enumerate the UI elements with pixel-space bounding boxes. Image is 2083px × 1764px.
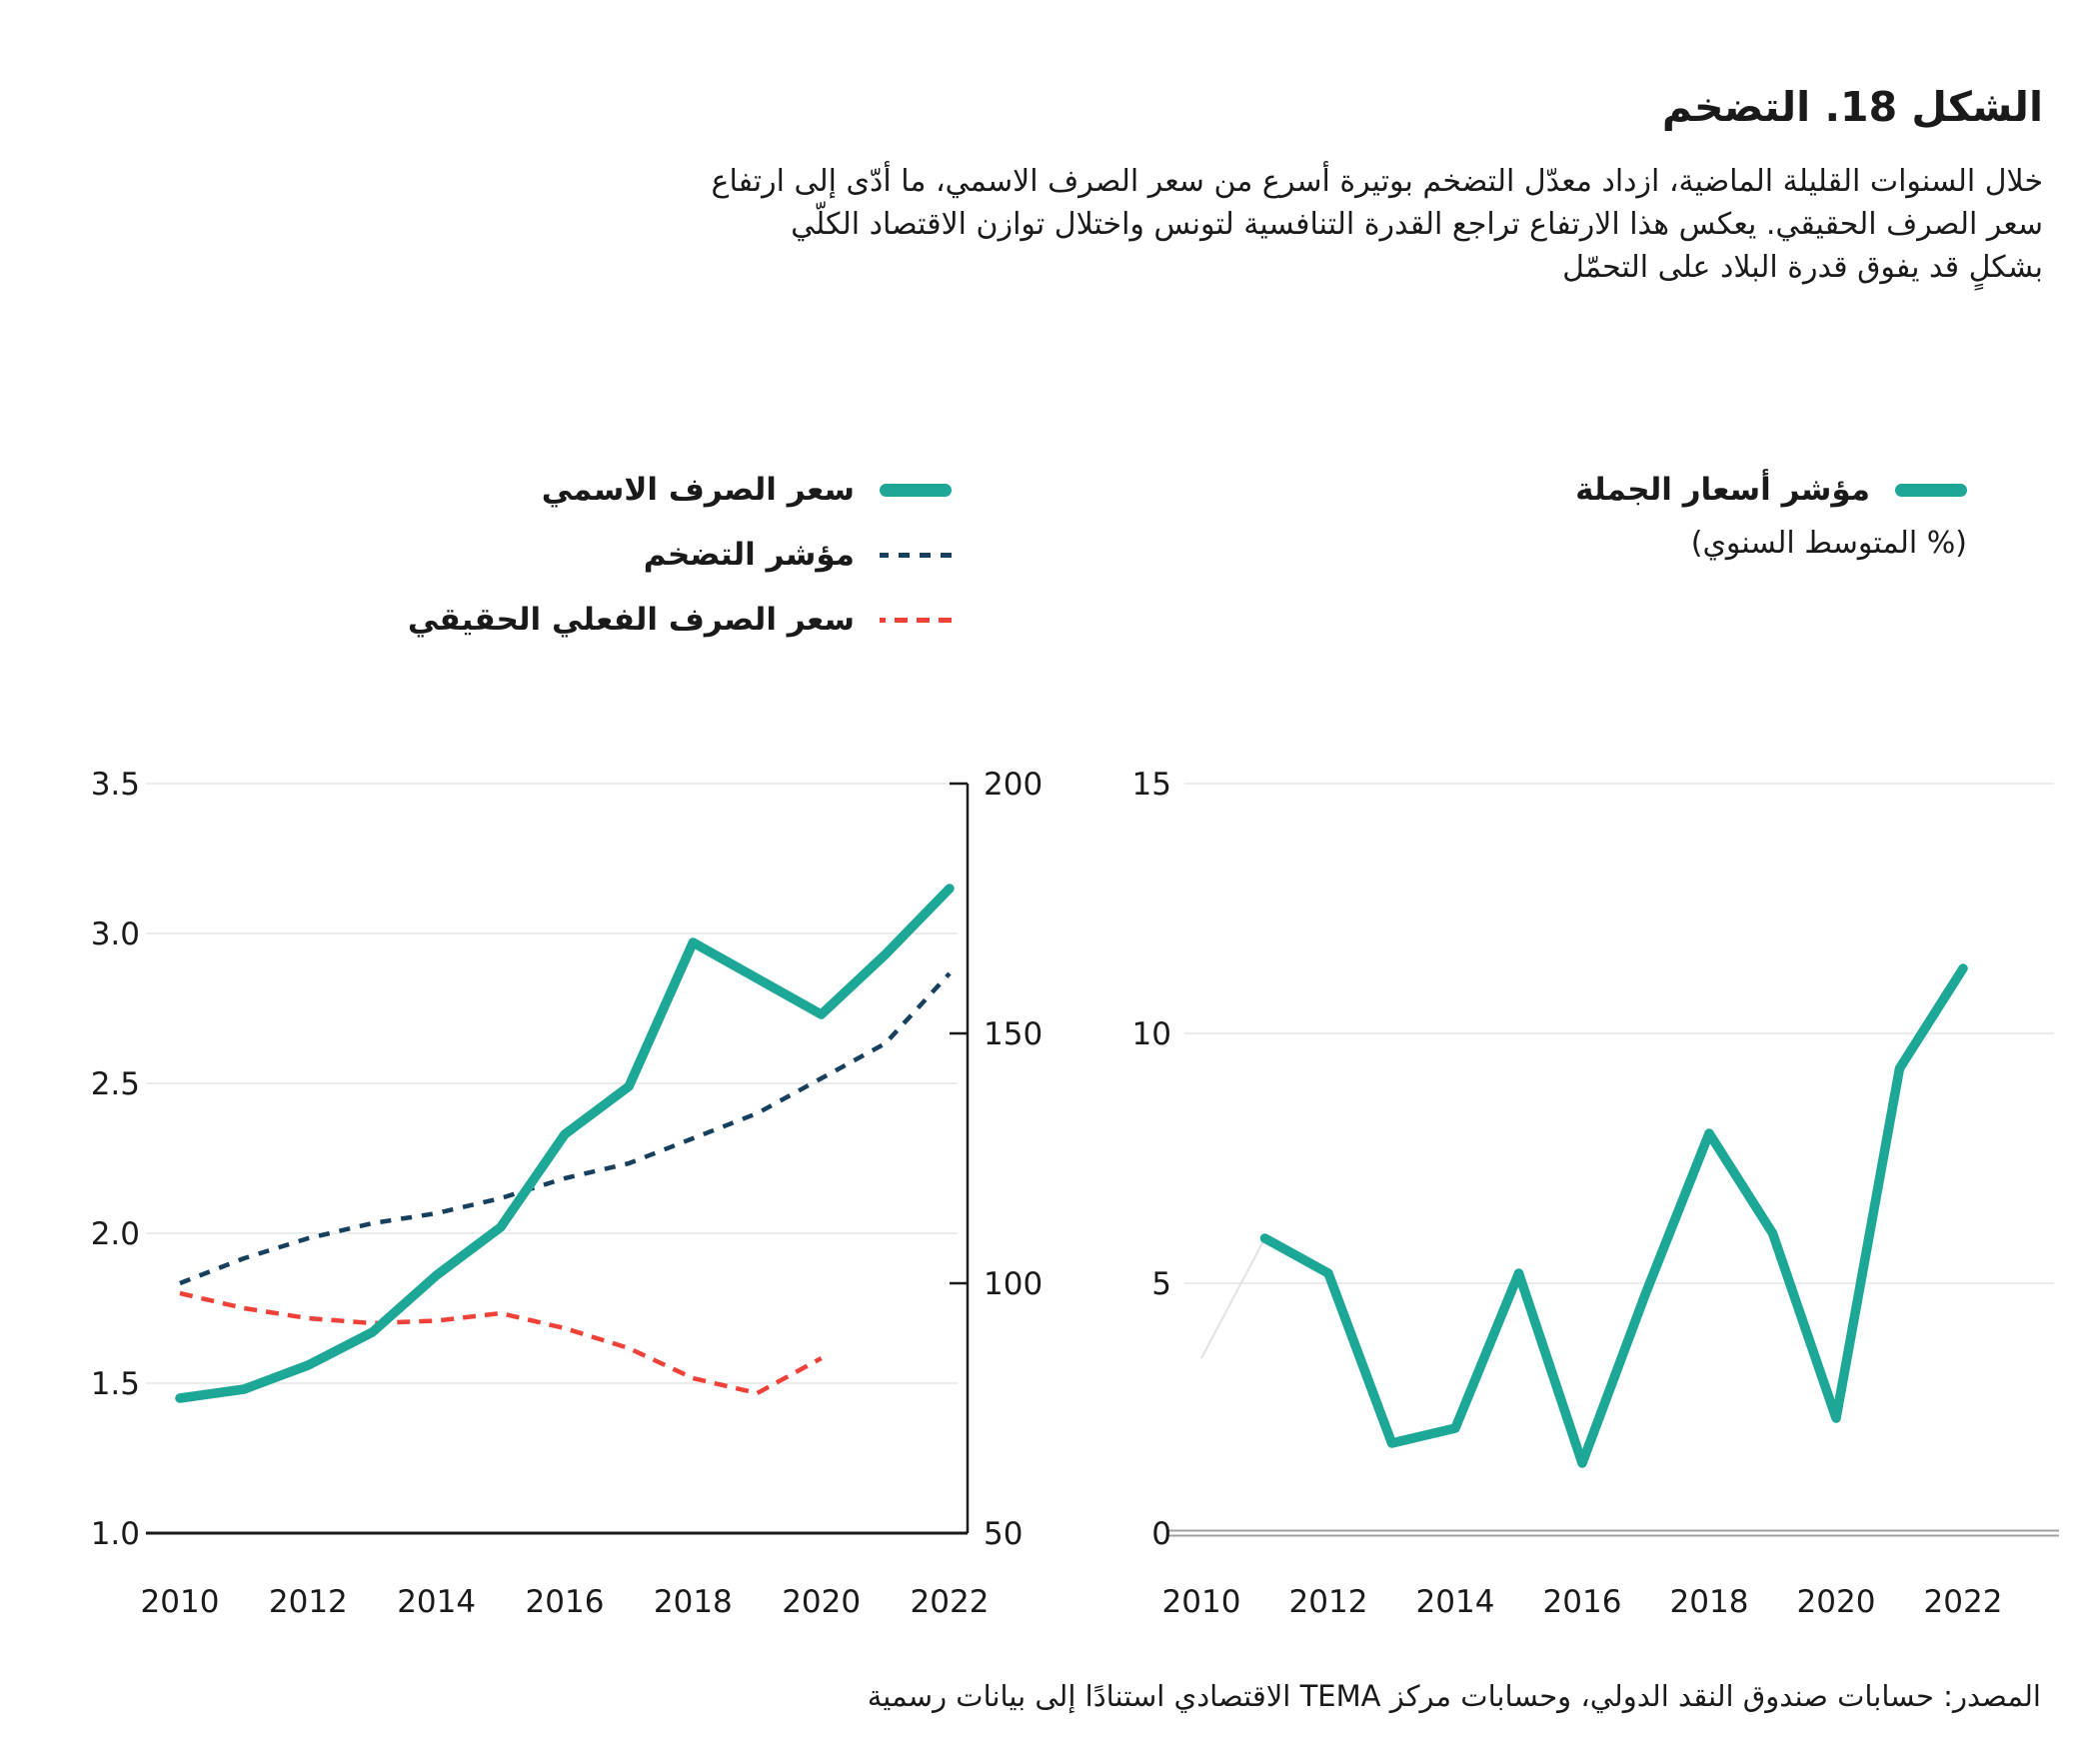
description-line: خلال السنوات القليلة الماضية، ازداد معدّ…	[711, 164, 2043, 199]
x-axis-tick-label: 2014	[1416, 1584, 1495, 1620]
right-axis-tick-label: 200	[984, 767, 1042, 803]
left-axis-tick-label: 3.5	[91, 767, 140, 803]
right-axis-tick-label: 100	[984, 1266, 1042, 1302]
figure-description: خلال السنوات القليلة الماضية، ازداد معدّ…	[40, 160, 2043, 289]
legend-subtitle: (% المتوسط السنوي)	[1690, 526, 1967, 561]
source-note: المصدر: حسابات صندوق النقد الدولي، وحساب…	[867, 1679, 2041, 1713]
legend-label: سعر الصرف الاسمي	[541, 472, 855, 508]
x-axis-tick-label: 2010	[1162, 1584, 1241, 1620]
left-chart-series-line	[175, 883, 955, 1403]
x-axis-tick-label: 2012	[1289, 1584, 1368, 1620]
right-axis-tick-label: 150	[984, 1016, 1042, 1052]
left-axis-tick-label: 1.5	[91, 1366, 140, 1402]
description-line: سعر الصرف الحقيقي. يعكس هذا الارتفاع ترا…	[791, 207, 2043, 242]
left-axis-tick-label: 1.0	[91, 1516, 140, 1552]
legend-item-inflation-index: مؤشر التضخم	[408, 533, 952, 577]
x-axis-tick-label: 2020	[1797, 1584, 1876, 1620]
solid-line-marker-icon	[880, 483, 952, 497]
x-axis-tick-label: 2022	[911, 1584, 990, 1620]
dashed-line-marker-icon	[880, 552, 952, 558]
right-chart-series-line	[1200, 1237, 1266, 1359]
left-axis-tick-label: 3.0	[91, 916, 140, 952]
y-axis-tick-label: 10	[1132, 1016, 1171, 1052]
y-axis-tick-label: 5	[1151, 1266, 1171, 1302]
x-axis-tick-label: 2020	[782, 1584, 861, 1620]
legend-label: مؤشر التضخم	[643, 537, 855, 573]
left-axis-tick-label: 2.5	[91, 1066, 140, 1102]
y-axis-tick-label: 0	[1151, 1516, 1171, 1552]
dashed-line-marker-icon	[880, 617, 952, 623]
x-axis-tick-label: 2014	[397, 1584, 476, 1620]
x-axis-tick-label: 2018	[1670, 1584, 1749, 1620]
legend-item-real-effective-exchange-rate: سعر الصرف الفعلي الحقيقي	[408, 598, 952, 642]
x-axis-tick-label: 2016	[526, 1584, 605, 1620]
legend-item-nominal-exchange-rate: سعر الصرف الاسمي	[408, 468, 952, 512]
legend-right-chart: مؤشر أسعار الجملة (% المتوسط السنوي)	[1575, 468, 1967, 561]
x-axis-tick-label: 2018	[654, 1584, 733, 1620]
left-axis-tick-label: 2.0	[91, 1216, 140, 1252]
page-title: الشكل 18. التضخم	[1661, 83, 2043, 132]
y-axis-tick-label: 15	[1132, 767, 1171, 803]
solid-line-marker-icon	[1895, 483, 1967, 497]
description-line: بشكلٍ قد يفوق قدرة البلاد على التحمّل	[1562, 250, 2043, 285]
x-axis-tick-label: 2010	[141, 1584, 220, 1620]
x-axis-tick-label: 2022	[1924, 1584, 2003, 1620]
x-axis-tick-label: 2012	[269, 1584, 348, 1620]
x-axis-tick-label: 2016	[1543, 1584, 1622, 1620]
right-chart-series-line	[1259, 963, 1968, 1468]
left-chart-series-line	[179, 971, 952, 1286]
legend-item-wholesale-price-index: مؤشر أسعار الجملة	[1575, 468, 1967, 512]
legend-label: مؤشر أسعار الجملة	[1575, 472, 1870, 508]
legend-left-chart: سعر الصرف الاسمي مؤشر التضخم سعر الصرف ا…	[408, 468, 952, 663]
right-axis-tick-label: 50	[984, 1516, 1023, 1552]
legend-label: سعر الصرف الفعلي الحقيقي	[407, 602, 855, 638]
